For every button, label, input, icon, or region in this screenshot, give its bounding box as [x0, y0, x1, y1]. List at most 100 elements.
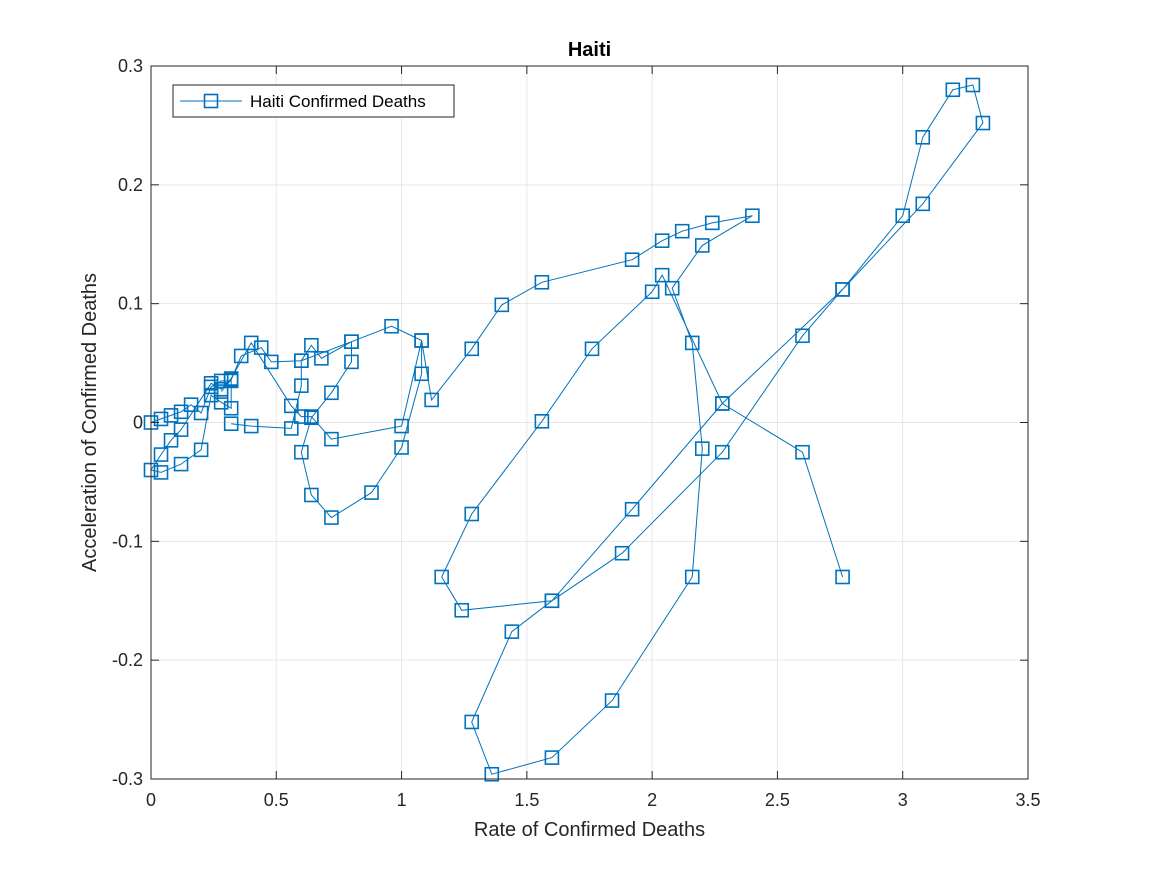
data-point [263, 354, 279, 370]
data-point [153, 465, 169, 480]
data-point [304, 410, 319, 426]
data-point [193, 442, 209, 458]
data-point [294, 353, 309, 369]
data-point [975, 115, 991, 131]
data-point [745, 208, 760, 224]
data-point [614, 545, 630, 561]
data-point [604, 693, 620, 708]
data-point [294, 444, 309, 460]
x-tick-label: 2 [647, 790, 657, 810]
data-point [364, 485, 379, 500]
y-tick-label: -0.1 [112, 531, 143, 551]
data-point [624, 252, 640, 267]
y-tick-label: 0.3 [118, 56, 143, 76]
data-point [153, 411, 169, 427]
data-point [183, 397, 199, 412]
data-point [544, 593, 560, 609]
data-point [314, 351, 329, 366]
data-point [684, 569, 700, 585]
data-point [394, 440, 409, 455]
legend-label: Haiti Confirmed Deaths [250, 92, 426, 111]
data-point [243, 335, 259, 351]
data-point [965, 77, 981, 93]
data-point [835, 569, 850, 585]
data-point [544, 750, 560, 765]
data-point [173, 456, 189, 472]
data-point [284, 398, 299, 414]
legend: Haiti Confirmed Deaths [172, 84, 455, 118]
data-point [494, 297, 510, 313]
data-point [434, 569, 449, 585]
data-point [424, 392, 439, 408]
data-point [233, 348, 249, 364]
data-point [484, 766, 500, 782]
data-point [795, 444, 810, 460]
axis-ticks: 0 0.5 1 1.5 2 2.5 3 3.5 -0.3 -0.2 -0.1 0 0.1 0.2 0.3 [112, 56, 1041, 810]
legend-marker-square-icon [203, 93, 219, 109]
data-point [584, 341, 600, 357]
data-point [344, 334, 359, 349]
x-tick-label: 3 [898, 790, 908, 810]
data-point [324, 431, 339, 447]
data-point [715, 396, 730, 411]
data-point [284, 421, 299, 436]
data-point [694, 441, 710, 456]
data-point [394, 418, 409, 434]
y-tick-label: 0.2 [118, 175, 143, 195]
data-point [304, 337, 319, 353]
data-point [795, 328, 810, 344]
data-point [223, 372, 239, 388]
x-tick-label: 0 [146, 790, 156, 810]
data-point [684, 335, 700, 351]
data-point [213, 384, 229, 399]
data-point [464, 506, 480, 522]
data-point [464, 714, 480, 730]
data-point [644, 284, 660, 300]
data-point [213, 373, 229, 389]
data-point [895, 208, 911, 224]
data-point [253, 340, 269, 355]
data-point [294, 378, 309, 393]
data-point [915, 196, 931, 212]
y-tick-label: -0.2 [112, 650, 143, 670]
data-point [344, 354, 359, 370]
data-point [294, 409, 309, 424]
data-point [694, 238, 710, 253]
data-point [163, 408, 179, 423]
data-point [304, 487, 319, 503]
data-point [414, 366, 429, 382]
x-tick-label: 3.5 [1015, 790, 1040, 810]
data-point [654, 233, 670, 248]
x-tick-label: 2.5 [765, 790, 790, 810]
x-tick-label: 0.5 [264, 790, 289, 810]
data-point [324, 510, 339, 525]
plot-area [143, 77, 991, 782]
data-point [193, 405, 209, 421]
data-point [674, 223, 690, 239]
data-point [454, 602, 470, 618]
x-tick-label: 1.5 [514, 790, 539, 810]
y-tick-label: -0.3 [112, 769, 143, 789]
chart-title: Haiti [568, 39, 611, 61]
data-point [534, 274, 550, 290]
data-point [414, 333, 429, 348]
data-point [715, 444, 730, 460]
data-point [704, 215, 720, 231]
y-tick-label: 0.1 [118, 294, 143, 314]
data-point [163, 433, 179, 448]
data-point [504, 624, 520, 639]
data-point [624, 501, 640, 517]
data-point [835, 282, 850, 297]
data-point [915, 130, 931, 145]
data-point [153, 447, 169, 462]
x-tick-label: 1 [397, 790, 407, 810]
data-point [654, 267, 670, 283]
data-point [243, 418, 259, 434]
data-point [464, 341, 480, 357]
data-point [223, 416, 239, 431]
series-line [220, 325, 423, 519]
data-point [384, 318, 399, 334]
data-point [324, 385, 339, 401]
x-axis-label: Rate of Confirmed Deaths [474, 819, 705, 841]
